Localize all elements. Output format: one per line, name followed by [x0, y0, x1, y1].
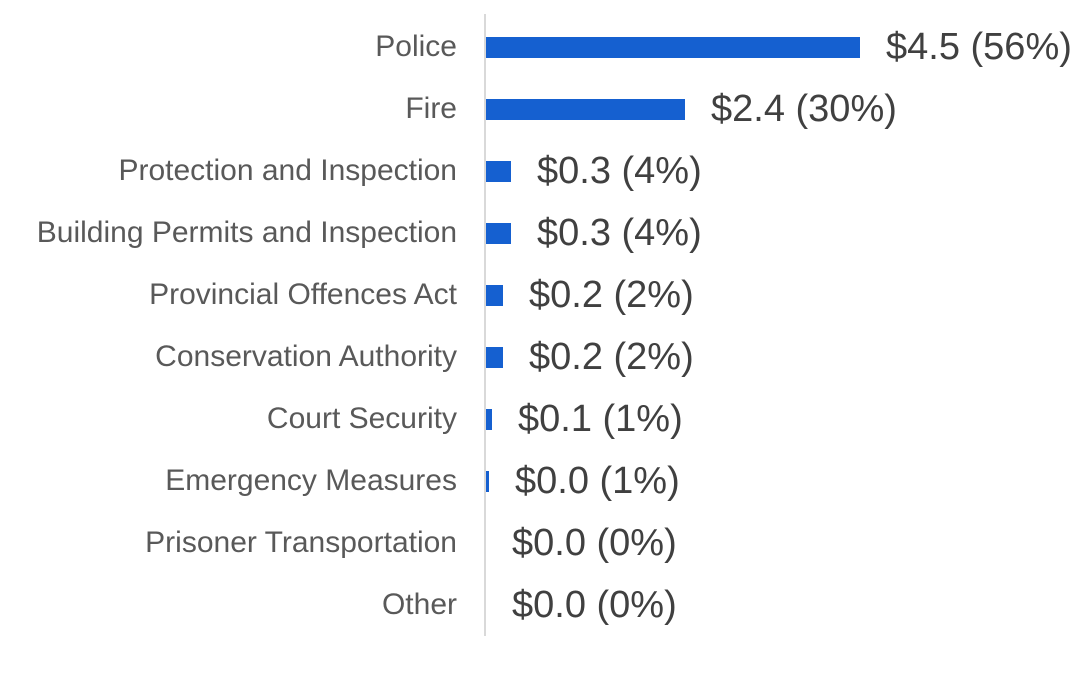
value-label: $0.0 (0%) [512, 521, 677, 564]
data-bar [486, 408, 492, 430]
value-label: $0.3 (4%) [537, 211, 702, 254]
chart-row: Prisoner Transportation $0.0 (0%) [0, 512, 1078, 574]
data-bar [486, 346, 503, 368]
data-bar [486, 470, 489, 492]
category-label: Building Permits and Inspection [36, 216, 457, 249]
value-label: $0.3 (4%) [537, 149, 702, 192]
data-bar [486, 284, 503, 306]
value-label: $0.2 (2%) [529, 273, 694, 316]
y-axis-line [484, 14, 486, 636]
value-label: $4.5 (56%) [886, 25, 1072, 68]
chart-row: Protection and Inspection $0.3 (4%) [0, 140, 1078, 202]
value-label: $0.1 (1%) [518, 397, 683, 440]
plot-area-row: $0.1 (1%) [486, 398, 683, 441]
data-bar [486, 222, 511, 244]
plot-area-row: $0.2 (2%) [486, 336, 694, 379]
plot-area-row: $0.0 (0%) [486, 584, 677, 627]
plot-area-row: $0.0 (1%) [486, 460, 680, 503]
category-label: Provincial Offences Act [149, 278, 457, 311]
category-label: Protection and Inspection [118, 154, 457, 187]
bar-chart: Police $4.5 (56%) Fire $2.4 (30%) Protec… [0, 16, 1078, 636]
value-label: $0.0 (1%) [515, 459, 680, 502]
chart-row: Fire $2.4 (30%) [0, 78, 1078, 140]
category-label: Fire [405, 92, 457, 125]
chart-row: Other $0.0 (0%) [0, 574, 1078, 636]
category-label: Conservation Authority [155, 340, 457, 373]
category-label: Prisoner Transportation [145, 526, 457, 559]
chart-row: Emergency Measures $0.0 (1%) [0, 450, 1078, 512]
plot-area-row: $0.0 (0%) [486, 522, 677, 565]
data-bar [486, 98, 685, 120]
value-label: $0.2 (2%) [529, 335, 694, 378]
chart-row: Police $4.5 (56%) [0, 16, 1078, 78]
value-label: $2.4 (30%) [711, 87, 897, 130]
plot-area-row: $0.3 (4%) [486, 150, 702, 193]
category-label: Emergency Measures [165, 464, 457, 497]
chart-row: Court Security $0.1 (1%) [0, 388, 1078, 450]
value-label: $0.0 (0%) [512, 583, 677, 626]
plot-area-row: $0.3 (4%) [486, 212, 702, 255]
plot-area-row: $0.2 (2%) [486, 274, 694, 317]
chart-row: Conservation Authority $0.2 (2%) [0, 326, 1078, 388]
chart-row: Building Permits and Inspection $0.3 (4%… [0, 202, 1078, 264]
chart-row: Provincial Offences Act $0.2 (2%) [0, 264, 1078, 326]
plot-area-row: $2.4 (30%) [486, 88, 897, 131]
data-bar [486, 36, 860, 58]
plot-area-row: $4.5 (56%) [486, 26, 1072, 69]
category-label: Other [381, 588, 457, 621]
category-label: Police [375, 30, 457, 63]
category-label: Court Security [266, 402, 457, 435]
data-bar [486, 160, 511, 182]
